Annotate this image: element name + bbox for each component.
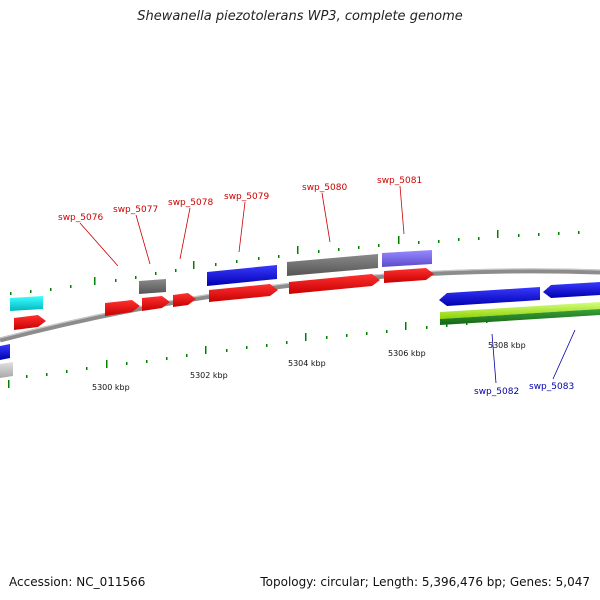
- cds-forward-arrow[interactable]: [14, 315, 46, 330]
- trna-feature[interactable]: [10, 296, 43, 311]
- purple-feature[interactable]: [382, 250, 432, 267]
- gene-label[interactable]: swp_5081: [377, 176, 422, 186]
- gene-label[interactable]: swp_5079: [224, 192, 269, 202]
- other-feature[interactable]: [139, 279, 166, 294]
- cds-forward-arrow[interactable]: [209, 284, 278, 302]
- scale-label: 5302 kbp: [190, 371, 228, 380]
- cds-reverse-arrow[interactable]: [0, 344, 10, 360]
- gene-label[interactable]: swp_5082: [474, 387, 519, 397]
- gene-labels-bottom: swp_5082 swp_5083: [474, 382, 574, 397]
- gene-label[interactable]: swp_5078: [168, 198, 213, 208]
- genome-summary: Topology: circular; Length: 5,396,476 bp…: [260, 575, 590, 589]
- dark-green-feature[interactable]: [440, 309, 600, 325]
- cds-forward-arrow[interactable]: [105, 300, 140, 316]
- cds-forward-arrow[interactable]: [142, 296, 170, 311]
- cds-forward-arrow[interactable]: [384, 268, 434, 283]
- gene-label[interactable]: swp_5077: [113, 205, 158, 215]
- scale-label: 5304 kbp: [288, 359, 326, 368]
- cds-reverse-arrow[interactable]: [543, 282, 600, 298]
- cds-reverse-feature[interactable]: [207, 265, 277, 286]
- scale-label: 5300 kbp: [92, 383, 130, 392]
- gene-label[interactable]: swp_5076: [58, 213, 103, 223]
- cds-forward-arrow[interactable]: [173, 293, 196, 307]
- upper-tick-arc: [10, 230, 580, 295]
- gene-label[interactable]: swp_5080: [302, 183, 347, 193]
- gene-labels-top: swp_5076 swp_5077 swp_5078 swp_5079 swp_…: [58, 176, 422, 223]
- other-feature[interactable]: [287, 254, 378, 276]
- map-title: Shewanella piezotolerans WP3, complete g…: [137, 9, 463, 24]
- cds-reverse-arrow[interactable]: [439, 287, 540, 306]
- accession-label: Accession: NC_011566: [9, 575, 146, 589]
- genome-backbone-highlight: [0, 268, 600, 339]
- scale-labels: 5300 kbp 5302 kbp 5304 kbp 5306 kbp 5308…: [92, 341, 526, 392]
- scale-label: 5308 kbp: [488, 341, 526, 350]
- light-green-feature[interactable]: [440, 302, 600, 319]
- cds-forward-arrow[interactable]: [289, 274, 380, 294]
- other-feature-light[interactable]: [0, 362, 13, 378]
- gene-label-leaders-top: [79, 185, 405, 267]
- gene-label-leaders-bottom: [491, 329, 576, 384]
- gene-label[interactable]: swp_5083: [529, 382, 574, 392]
- scale-label: 5306 kbp: [388, 349, 426, 358]
